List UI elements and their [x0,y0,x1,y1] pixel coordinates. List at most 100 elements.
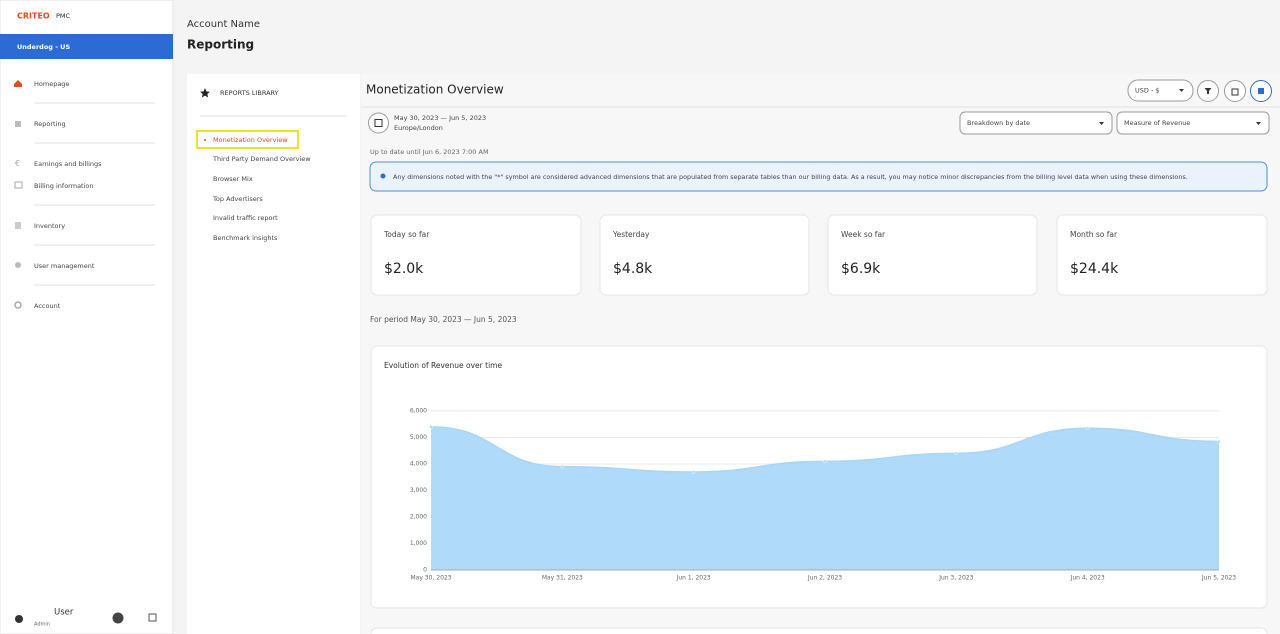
caret [1099,122,1104,125]
next-card [370,627,1268,634]
info-icon [380,173,386,179]
highlight [196,130,299,149]
x-tick-label: Jun 3, 2023 [938,575,973,582]
y-tick-label: 3,000 [410,487,427,494]
kpi-label: Yesterday [612,230,650,239]
y-tick-label: 5,000 [410,434,427,441]
date-button[interactable] [368,112,389,134]
currency-select[interactable] [1127,79,1194,102]
account-name[interactable]: Underdog - US [17,43,70,51]
breakdown-select[interactable] [959,111,1113,135]
nav-item[interactable]: Earnings and billings [34,160,102,168]
y-tick-label: 0 [423,567,427,574]
inventory-icon [15,222,21,229]
library-title: REPORTS LIBRARY [220,89,279,97]
account-switch[interactable] [0,34,173,59]
point [823,459,827,464]
y-tick-label: 6,000 [410,408,427,415]
x-tick-label: Jun 2, 2023 [807,575,842,582]
point [429,425,433,429]
x-tick-label: Jun 1, 2023 [676,575,711,582]
chart: 0 1,000 2,000 3,000 4,000 5,000 6,000 May 30, 2… [410,408,1236,582]
caret [1179,89,1184,92]
chart-title: Evolution of Revenue over time [384,361,502,370]
kpi-label: Week so far [841,230,886,239]
y-tick-label: 4,000 [410,461,427,468]
library-item[interactable]: Top Advertisers [212,195,263,203]
date-range[interactable]: May 30, 2023 — Jun 5, 2023 [394,114,486,122]
nav-item[interactable]: Billing information [34,182,94,190]
notice-box [369,161,1268,192]
users-icon [15,262,21,268]
report-title: Monetization Overview [366,83,504,97]
nav: Homepage Reporting € Earnings and billin… [14,80,155,310]
filter-icon [1204,88,1212,94]
nav-item[interactable]: Account [34,302,61,310]
nav-item[interactable]: Reporting [34,120,66,128]
nav-item[interactable]: Homepage [34,80,69,88]
home-icon [14,80,22,87]
kpi-card [599,214,810,296]
notice: Any dimensions noted with the "*" symbol… [393,173,1188,181]
measure-select[interactable] [1116,111,1270,135]
area [431,426,1219,570]
billing-icon [14,181,23,189]
x-tick-label: Jun 4, 2023 [1070,575,1105,582]
kpi-value: $2.0k [384,261,424,277]
bullet [204,139,206,141]
kpis: Today so far $2.0k Yesterday $4.8k Week … [370,214,1268,296]
x-tick-label: May 31, 2023 [542,575,583,582]
library-panel [187,74,360,634]
avatar [15,615,23,623]
sidebar [0,0,174,634]
nav-item[interactable]: User management [34,262,95,270]
kpi-value: $4.8k [613,261,653,277]
breakdown[interactable]: Breakdown by date [967,119,1030,127]
reporting-icon [15,121,21,127]
measure[interactable]: Measure of Revenue [1124,119,1190,127]
page-title: Reporting [187,38,254,52]
x-tick-label: May 30, 2023 [410,575,451,582]
collapse-button[interactable] [148,613,157,622]
user-role: Admin [34,622,50,628]
user-name: User [54,608,74,618]
kpi-card [1056,214,1268,296]
point [1217,439,1221,444]
kpi-card [827,214,1038,296]
timezone: Europe/London [394,124,443,132]
logo: CRITEO [17,12,50,21]
y-tick-label: 1,000 [410,540,427,547]
account-title: Account Name [187,19,260,30]
library-item[interactable]: Benchmark insights [213,234,278,242]
updated: Up to date until Jun 6, 2023 7:00 AM [370,148,489,156]
point [954,451,959,456]
y-tick-label: 2,000 [410,514,427,521]
kpi-value: $24.4k [1070,261,1119,277]
library-item[interactable]: Monetization Overview [213,136,288,144]
export-icon [1231,88,1239,96]
point [691,470,696,474]
period: For period May 30, 2023 — Jun 5, 2023 [370,315,517,324]
caret [1256,122,1261,125]
gear-icon [14,301,22,309]
currency[interactable]: USD - $ [1135,87,1160,95]
point [1085,426,1090,430]
kpi-value: $6.9k [841,261,881,277]
kpi-label: Today so far [383,230,430,239]
library-item[interactable]: Third Party Demand Overview [212,155,311,163]
star-icon [200,88,210,98]
euro-icon: € [15,159,20,168]
product: PMC [56,12,71,20]
kpi-label: Month so far [1070,230,1118,239]
library-item[interactable]: Browser Mix [213,175,253,183]
nav-item[interactable]: Inventory [34,222,65,230]
x-tick-label: Jun 5, 2023 [1201,575,1236,582]
library-item[interactable]: Invalid traffic report [213,214,278,222]
logout-button[interactable] [112,612,124,624]
point [560,464,565,469]
save-icon [1258,88,1264,94]
calendar-icon [374,119,383,127]
kpi-card [370,214,582,296]
export-button[interactable] [1224,80,1246,102]
